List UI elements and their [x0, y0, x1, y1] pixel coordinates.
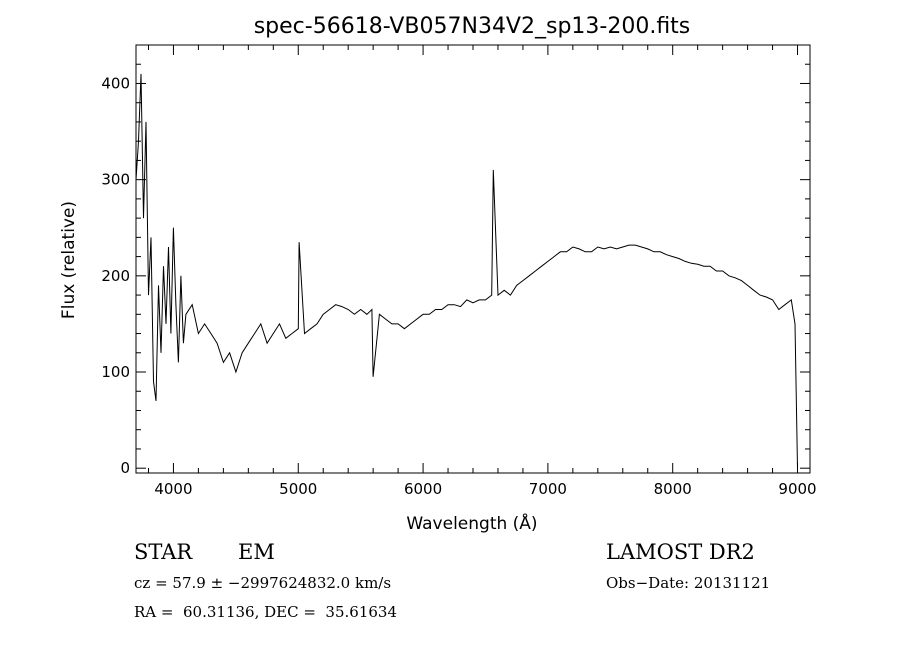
obs-date-text: Obs−Date: 20131121	[606, 574, 771, 592]
spectrum-chart: spec-56618-VB057N34V2_sp13-200.fits 4000…	[59, 14, 817, 534]
x-axis-label: Wavelength (Å)	[406, 512, 537, 534]
cz-text: cz = 57.9 ± −2997624832.0 km/s	[134, 574, 392, 592]
spectrum-line	[135, 73, 798, 469]
tick-labels: 4000 5000 6000 7000 8000 9000 0 100 200 300 400	[101, 74, 816, 498]
y-axis-label: Flux (relative)	[59, 201, 79, 319]
class-label: STAR	[134, 540, 193, 564]
x-tick-label: 9000	[778, 480, 816, 498]
x-tick-label: 4000	[154, 480, 192, 498]
y-tick-label: 100	[101, 363, 130, 381]
subclass-label: EM	[238, 540, 275, 564]
y-tick-label: 0	[120, 459, 130, 477]
y-tick-label: 400	[101, 74, 130, 92]
x-tick-label: 5000	[279, 480, 317, 498]
survey-label: LAMOST DR2	[606, 540, 755, 564]
chart-title: spec-56618-VB057N34V2_sp13-200.fits	[254, 14, 691, 39]
y-tick-label: 300	[101, 171, 130, 189]
radec-text: RA = 60.31136, DEC = 35.61634	[134, 603, 398, 621]
x-tick-label: 8000	[654, 480, 692, 498]
x-tick-label: 7000	[529, 480, 567, 498]
axis-ticks	[136, 44, 810, 473]
y-tick-label: 200	[101, 267, 130, 285]
x-tick-label: 6000	[404, 480, 442, 498]
plot-frame	[135, 44, 811, 474]
